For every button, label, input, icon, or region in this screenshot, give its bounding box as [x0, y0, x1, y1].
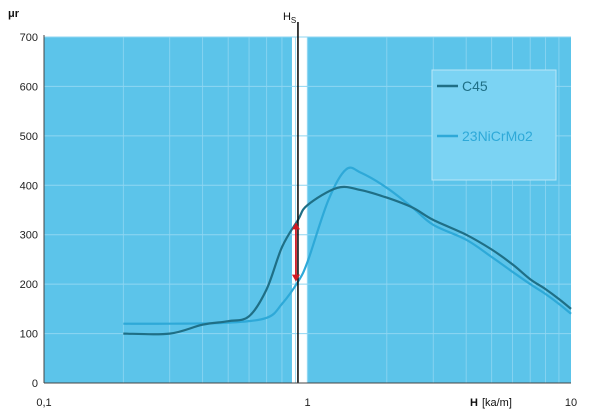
hs-band — [291, 37, 307, 383]
y-tick-label: 700 — [20, 32, 38, 44]
axes — [43, 35, 571, 384]
axis-labels: 0 100 200 300 400 500 600 700 0,1 1 10 μr H [ka/m] — [8, 8, 577, 409]
y-tick-label: 500 — [20, 131, 38, 143]
series-group — [123, 166, 572, 336]
y-axis-title: μr — [8, 8, 20, 20]
legend-label: C45 — [462, 78, 488, 94]
x-tick-label: 10 — [565, 397, 577, 409]
y-tick-label: 0 — [32, 378, 38, 390]
y-tick-label: 400 — [20, 180, 38, 192]
hs-label: HS — [283, 11, 296, 25]
x-tick-label: 0,1 — [36, 397, 51, 409]
y-tick-label: 600 — [20, 81, 38, 93]
series-line-23nicrmo2 — [123, 166, 572, 325]
series-line-c45 — [123, 185, 572, 336]
y-tick-label: 100 — [20, 329, 38, 341]
legend-box — [431, 69, 557, 181]
legend-label: 23NiCrMo2 — [462, 128, 533, 144]
x-axis-title: H [ka/m] — [470, 397, 512, 409]
y-tick-label: 300 — [20, 230, 38, 242]
x-tick-label: 1 — [304, 397, 310, 409]
y-tick-label: 200 — [20, 279, 38, 291]
arrow-head-down — [291, 274, 300, 282]
arrow-head-up — [291, 222, 300, 230]
legend: C45 23NiCrMo2 — [431, 69, 557, 181]
